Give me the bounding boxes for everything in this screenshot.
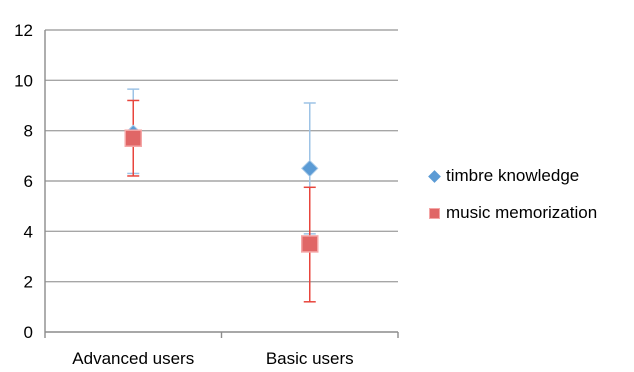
legend-label: music memorization [446,203,598,222]
x-tick-labels: Advanced users Basic users [72,349,354,368]
data-point-square [124,129,142,147]
square-marker-icon [428,207,441,220]
legend-label: timbre knowledge [446,166,580,185]
y-tick-label: 8 [24,122,33,141]
y-tick-label: 0 [24,323,33,342]
data-points [124,124,319,253]
y-tick-label: 2 [24,273,33,292]
error-bars [127,88,316,303]
y-tick-label: 6 [24,172,33,191]
diamond-marker-icon [428,170,441,183]
legend: timbre knowledge music memorization [428,164,634,238]
gridlines [45,29,398,283]
x-tick-label: Basic users [266,349,354,367]
y-tick-label: 12 [14,21,33,40]
y-tick-label: 10 [14,71,33,90]
data-point-square [301,235,319,253]
y-tick-labels: 0 2 4 6 8 10 12 [14,21,33,342]
legend-item-music-memorization: music memorization [428,201,634,225]
data-point-diamond [301,159,319,178]
legend-item-timbre-knowledge: timbre knowledge [428,164,634,188]
x-tick-label: Advanced users [72,349,194,367]
axes [44,30,399,338]
y-tick-label: 4 [24,222,33,241]
